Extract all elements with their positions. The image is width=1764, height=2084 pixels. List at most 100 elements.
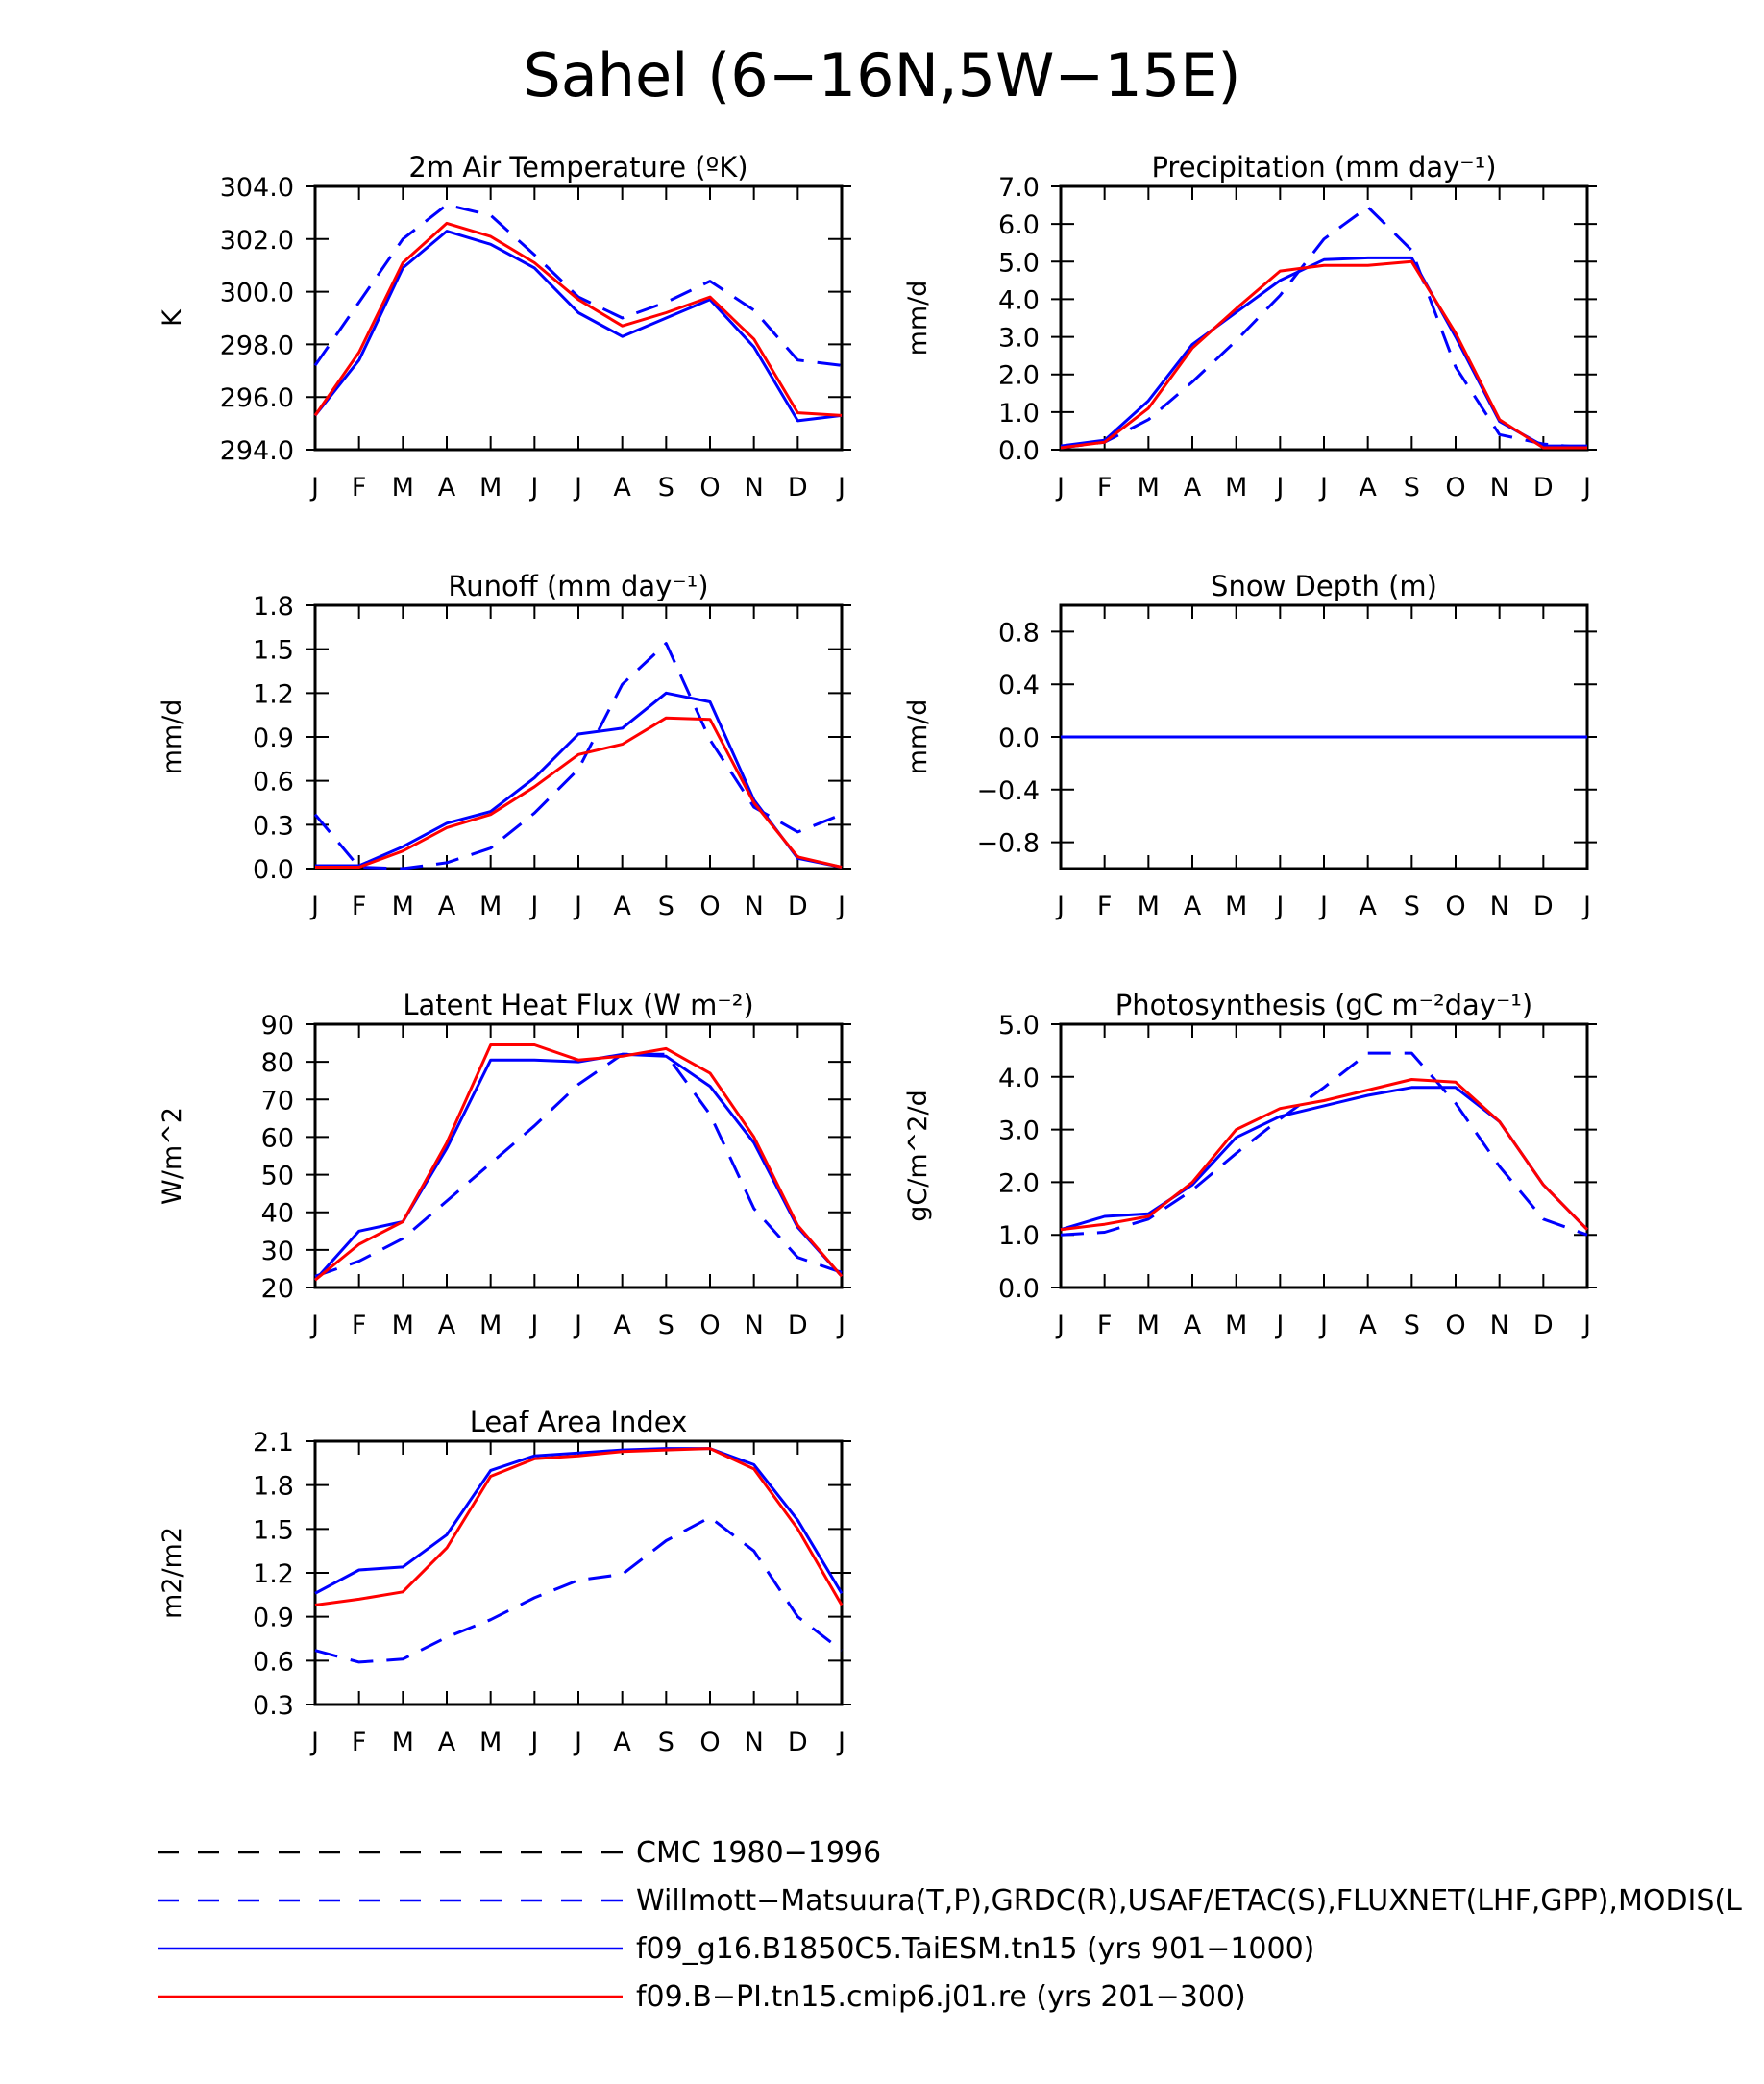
x-tick-label: F [1097, 892, 1113, 921]
y-tick-label: 6.0 [998, 210, 1040, 240]
y-tick-label: −0.4 [976, 776, 1040, 806]
y-tick-label: 60 [261, 1123, 294, 1153]
x-tick-label: S [1404, 892, 1420, 921]
y-tick-label: 0.4 [998, 671, 1040, 700]
x-tick-label: S [658, 1311, 674, 1340]
y-axis-label: m2/m2 [158, 1527, 187, 1619]
y-tick-label: 2.0 [998, 361, 1040, 391]
x-tick-label: A [1359, 1311, 1377, 1340]
x-tick-label: N [745, 892, 764, 921]
y-tick-label: 1.5 [253, 1515, 294, 1545]
x-tick-label: F [1097, 473, 1113, 503]
y-tick-label: 0.0 [998, 1274, 1040, 1304]
x-tick-label: N [745, 1311, 764, 1340]
legend-label-2: Willmott−Matsuura(T,P),GRDC(R),USAF/ETAC… [636, 1884, 1742, 1918]
y-tick-label: 40 [261, 1199, 294, 1229]
series-line-1 [314, 1515, 843, 1664]
y-tick-label: 90 [261, 1011, 294, 1041]
x-tick-label: J [1274, 473, 1284, 503]
x-tick-label: A [613, 1728, 631, 1757]
series-line-2 [314, 1447, 844, 1595]
panels: J F M A M J J A S O N D J294.0296.0298.0300.0302.030… [158, 151, 1597, 1757]
x-tick-label: J [1581, 1311, 1591, 1340]
y-tick-label: 0.9 [253, 1604, 294, 1633]
x-tick-label: O [699, 1311, 720, 1340]
figure-title: Sahel (6−16N,5W−15E) [523, 40, 1240, 110]
x-tick-label: A [613, 473, 631, 503]
y-tick-label: 1.2 [253, 679, 294, 709]
y-tick-label: 0.6 [253, 768, 294, 797]
panel-title: 2m Air Temperature (ºK) [408, 151, 747, 184]
x-tick-label: N [1490, 1311, 1509, 1340]
legend-label-4: f09.B−PI.tn15.cmip6.j01.re (yrs 201−300) [636, 1980, 1246, 2014]
y-tick-label: 0.0 [998, 723, 1040, 753]
x-tick-label: S [1404, 1311, 1420, 1340]
x-tick-label: J [1274, 1311, 1284, 1340]
y-axis-label: mm/d [903, 699, 933, 775]
panel-title: Leaf Area Index [470, 1406, 687, 1438]
series-line-1 [313, 642, 843, 870]
x-tick-label: A [1359, 473, 1377, 503]
y-tick-label: 5.0 [998, 1011, 1040, 1041]
x-tick-label: A [438, 1311, 456, 1340]
y-tick-label: 0.8 [998, 618, 1040, 648]
chart-panel-6: J F M A M J J A S O N D J0.01.02.03.04.05.0Photosynt… [903, 989, 1597, 1340]
y-tick-label: −0.8 [976, 829, 1040, 859]
x-tick-label: F [352, 1311, 367, 1340]
x-tick-label: A [613, 892, 631, 921]
y-tick-label: 0.0 [998, 436, 1040, 466]
y-tick-label: 1.0 [998, 1221, 1040, 1251]
x-tick-label: M [392, 892, 414, 921]
x-tick-label: J [836, 892, 845, 921]
series-line-1 [314, 1052, 843, 1278]
x-tick-label: M [392, 1311, 414, 1340]
x-tick-label: D [788, 892, 808, 921]
x-tick-label: M [1138, 473, 1160, 503]
series-line-3 [314, 1043, 844, 1282]
x-tick-label: O [699, 1728, 720, 1757]
x-tick-label: J [1318, 892, 1328, 921]
x-tick-label: D [788, 1311, 808, 1340]
x-tick-label: A [1184, 892, 1202, 921]
x-tick-label: J [573, 892, 582, 921]
series-line-3 [313, 221, 843, 417]
y-tick-label: 4.0 [998, 1064, 1040, 1093]
x-tick-label: M [479, 1311, 502, 1340]
x-tick-label: M [392, 473, 414, 503]
series-line-1 [1060, 1051, 1588, 1237]
x-tick-label: M [1225, 473, 1247, 503]
x-tick-label: J [1581, 473, 1591, 503]
panel-title: Snow Depth (m) [1211, 570, 1437, 602]
x-tick-label: J [836, 473, 845, 503]
x-tick-label: M [479, 473, 502, 503]
x-tick-label: M [1138, 1311, 1160, 1340]
plot-frame [1059, 1022, 1589, 1289]
plot-frame [313, 184, 844, 452]
y-tick-label: 0.3 [253, 1691, 294, 1721]
x-tick-label: F [1097, 1311, 1113, 1340]
y-tick-label: 0.0 [253, 855, 294, 885]
y-tick-label: 1.8 [253, 592, 294, 622]
x-tick-label: S [658, 892, 674, 921]
x-tick-label: J [528, 1311, 538, 1340]
y-tick-label: 294.0 [220, 436, 294, 466]
x-tick-label: J [1581, 892, 1591, 921]
x-tick-label: J [1318, 473, 1328, 503]
y-tick-label: 1.5 [253, 636, 294, 666]
x-tick-label: A [613, 1311, 631, 1340]
y-tick-label: 298.0 [220, 331, 294, 360]
x-tick-label: F [352, 1728, 367, 1757]
y-tick-label: 50 [261, 1162, 294, 1191]
series-line-3 [1060, 259, 1587, 450]
x-tick-label: J [309, 1311, 319, 1340]
legend-label-3: f09_g16.B1850C5.TaiESM.tn15 (yrs 901−100… [636, 1932, 1314, 1966]
y-axis-label: K [158, 308, 187, 327]
x-tick-label: N [1490, 473, 1509, 503]
y-tick-label: 0.3 [253, 811, 294, 841]
y-tick-label: 304.0 [220, 173, 294, 203]
y-tick-label: 2.0 [998, 1168, 1040, 1198]
series-line-2 [313, 230, 843, 423]
